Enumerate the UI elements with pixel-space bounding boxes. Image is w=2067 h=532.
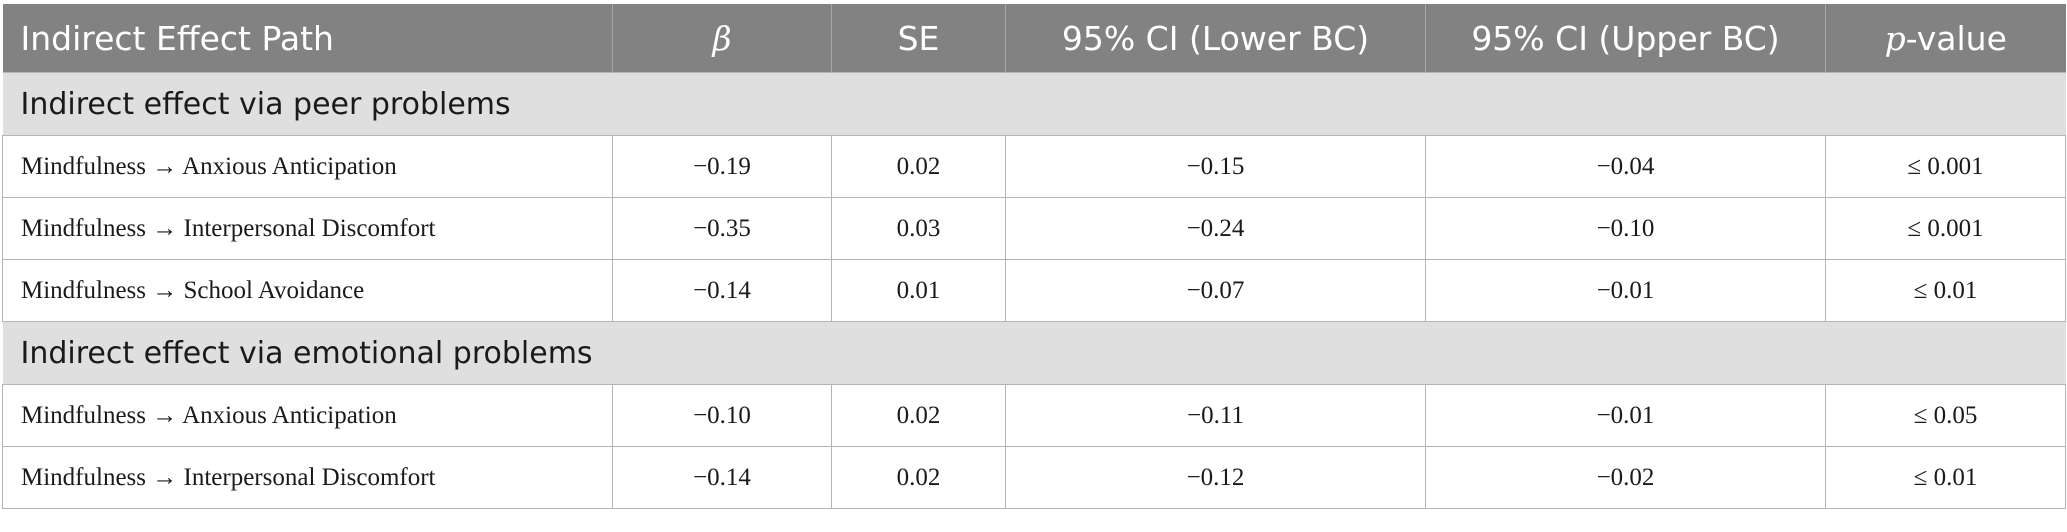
table-row: Mindfulness → School Avoidance −0.14 0.0… — [2, 259, 2066, 322]
cell-beta: −0.14 — [612, 446, 832, 509]
table-row: Mindfulness → Interpersonal Discomfort −… — [2, 197, 2066, 260]
header-row: Indirect Effect Path β SE 95% CI (Lower … — [2, 4, 2066, 73]
header-beta: β — [612, 4, 832, 73]
section-title: Indirect effect via peer problems — [2, 72, 2066, 136]
indirect-effects-table: Indirect Effect Path β SE 95% CI (Lower … — [2, 4, 2066, 509]
section-title: Indirect effect via emotional problems — [2, 321, 2066, 385]
table-row: Mindfulness → Anxious Anticipation −0.10… — [2, 384, 2066, 447]
cell-path: Mindfulness → School Avoidance — [2, 259, 613, 322]
cell-se: 0.02 — [831, 135, 1006, 198]
cell-ci-lower: −0.12 — [1005, 446, 1426, 509]
cell-se: 0.03 — [831, 197, 1006, 260]
cell-se: 0.02 — [831, 446, 1006, 509]
cell-se: 0.02 — [831, 384, 1006, 447]
cell-ci-upper: −0.02 — [1425, 446, 1826, 509]
section-row: Indirect effect via emotional problems — [2, 321, 2066, 385]
cell-path: Mindfulness → Anxious Anticipation — [2, 135, 613, 198]
cell-ci-upper: −0.01 — [1425, 259, 1826, 322]
cell-ci-lower: −0.11 — [1005, 384, 1426, 447]
header-p-value: p-value — [1825, 4, 2066, 73]
header-path: Indirect Effect Path — [2, 4, 613, 73]
header-ci-upper: 95% CI (Upper BC) — [1425, 4, 1826, 73]
cell-path: Mindfulness → Interpersonal Discomfort — [2, 197, 613, 260]
cell-ci-lower: −0.07 — [1005, 259, 1426, 322]
header-ci-lower: 95% CI (Lower BC) — [1005, 4, 1426, 73]
header-se: SE — [831, 4, 1006, 73]
section-row: Indirect effect via peer problems — [2, 72, 2066, 136]
cell-beta: −0.10 — [612, 384, 832, 447]
beta-symbol: β — [712, 18, 732, 58]
cell-p-value: ≤ 0.001 — [1825, 135, 2066, 198]
cell-p-value: ≤ 0.01 — [1825, 446, 2066, 509]
cell-beta: −0.19 — [612, 135, 832, 198]
p-symbol: p — [1884, 18, 1906, 58]
cell-path: Mindfulness → Anxious Anticipation — [2, 384, 613, 447]
cell-ci-lower: −0.24 — [1005, 197, 1426, 260]
p-value-suffix: -value — [1905, 18, 2007, 58]
table-row: Mindfulness → Anxious Anticipation −0.19… — [2, 135, 2066, 198]
table-row: Mindfulness → Interpersonal Discomfort −… — [2, 446, 2066, 509]
results-table-container: Indirect Effect Path β SE 95% CI (Lower … — [2, 4, 2066, 509]
cell-p-value: ≤ 0.01 — [1825, 259, 2066, 322]
cell-ci-upper: −0.10 — [1425, 197, 1826, 260]
table-header: Indirect Effect Path β SE 95% CI (Lower … — [2, 4, 2066, 73]
cell-ci-upper: −0.01 — [1425, 384, 1826, 447]
cell-ci-upper: −0.04 — [1425, 135, 1826, 198]
cell-p-value: ≤ 0.05 — [1825, 384, 2066, 447]
cell-p-value: ≤ 0.001 — [1825, 197, 2066, 260]
cell-se: 0.01 — [831, 259, 1006, 322]
cell-path: Mindfulness → Interpersonal Discomfort — [2, 446, 613, 509]
cell-ci-lower: −0.15 — [1005, 135, 1426, 198]
cell-beta: −0.35 — [612, 197, 832, 260]
cell-beta: −0.14 — [612, 259, 832, 322]
table-body: Indirect effect via peer problems Mindfu… — [2, 72, 2066, 509]
